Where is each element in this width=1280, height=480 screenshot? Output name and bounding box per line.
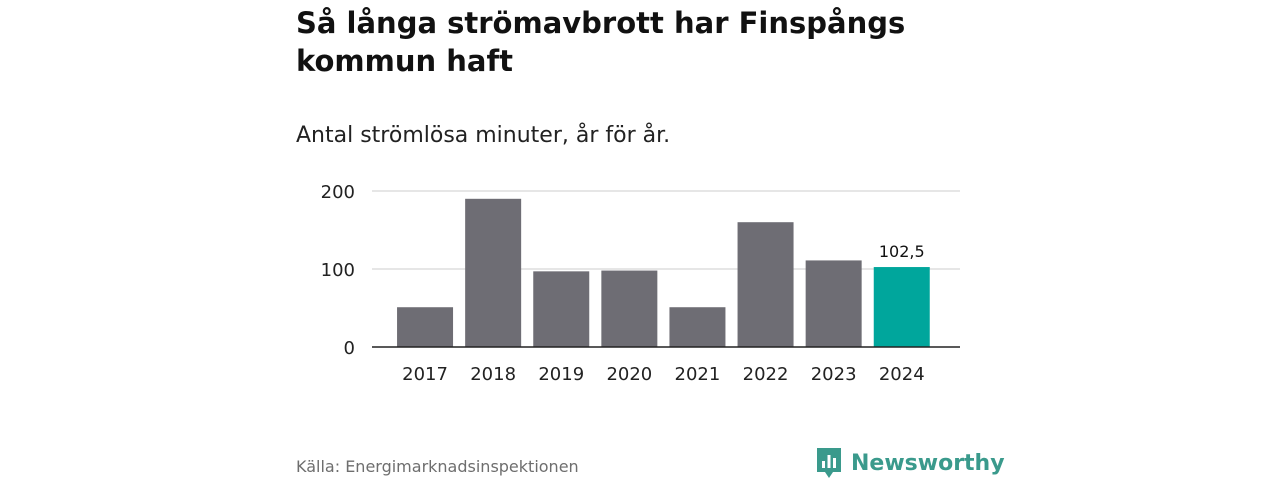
y-tick-label: 0 [344, 338, 355, 359]
brand-logo: Newsworthy [815, 446, 1005, 480]
bar-2019 [533, 271, 590, 347]
bar-2022 [737, 222, 794, 347]
chart-title: Så långa strömavbrott har Finspångs komm… [296, 6, 906, 78]
newsworthy-logo-icon [817, 448, 841, 478]
bar-2017 [397, 307, 454, 347]
x-tick-label: 2018 [470, 364, 516, 385]
bar-2020 [601, 270, 658, 347]
chart-subtitle: Antal strömlösa minuter, år för år. [296, 123, 671, 148]
bar-2018 [465, 198, 522, 347]
bar-2023 [805, 260, 862, 347]
x-tick-label: 2022 [743, 364, 789, 385]
y-tick-label: 100 [321, 260, 355, 281]
x-tick-label: 2024 [879, 364, 925, 385]
x-tick-label: 2017 [402, 364, 448, 385]
bar-2021 [669, 307, 726, 347]
brand-name: Newsworthy [851, 450, 1005, 476]
x-tick-label: 2023 [811, 364, 857, 385]
x-tick-label: 2021 [675, 364, 721, 385]
data-label-2024: 102,5 [879, 242, 925, 261]
bar-2024 [873, 267, 930, 347]
x-tick-label: 2019 [538, 364, 584, 385]
source-note: Källa: Energimarknadsinspektionen [296, 457, 579, 476]
x-tick-label: 2020 [606, 364, 652, 385]
y-tick-label: 200 [321, 182, 355, 203]
